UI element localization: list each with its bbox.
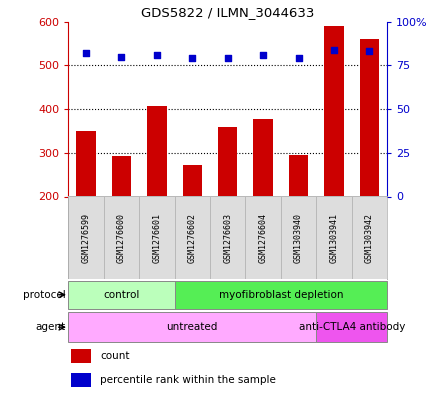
Text: control: control [103,290,139,300]
Text: untreated: untreated [167,322,218,332]
Text: protocol: protocol [23,290,66,300]
Text: GSM1276600: GSM1276600 [117,213,126,263]
Bar [112,156,131,196]
Bar [71,349,91,362]
Bar [183,165,202,196]
Title: GDS5822 / ILMN_3044633: GDS5822 / ILMN_3044633 [141,6,315,19]
Bar [147,106,167,196]
Point [366,48,373,55]
Text: agent: agent [36,322,66,332]
Point [260,52,267,58]
Bar [289,155,308,196]
Bar [175,281,387,309]
Bar [71,373,91,387]
Point [224,55,231,61]
Point [153,52,160,58]
Point [330,46,337,53]
Bar [324,26,344,196]
Point [82,50,89,56]
Bar [76,131,95,196]
Text: myofibroblast depletion: myofibroblast depletion [219,290,343,300]
Text: GSM1276599: GSM1276599 [81,213,91,263]
Text: GSM1276603: GSM1276603 [223,213,232,263]
Bar [360,39,379,197]
Bar [253,119,273,196]
Text: GSM1303941: GSM1303941 [330,213,338,263]
Text: GSM1276602: GSM1276602 [188,213,197,263]
Bar [218,127,238,196]
Bar [68,312,316,342]
Text: GSM1303942: GSM1303942 [365,213,374,263]
Text: anti-CTLA4 antibody: anti-CTLA4 antibody [299,322,405,332]
Bar [316,312,387,342]
Point [118,53,125,60]
Text: GSM1276604: GSM1276604 [259,213,268,263]
Point [295,55,302,61]
Text: percentile rank within the sample: percentile rank within the sample [100,375,276,385]
Text: count: count [100,351,130,361]
Text: GSM1276601: GSM1276601 [152,213,161,263]
Text: GSM1303940: GSM1303940 [294,213,303,263]
Point [189,55,196,61]
Bar [68,281,175,309]
